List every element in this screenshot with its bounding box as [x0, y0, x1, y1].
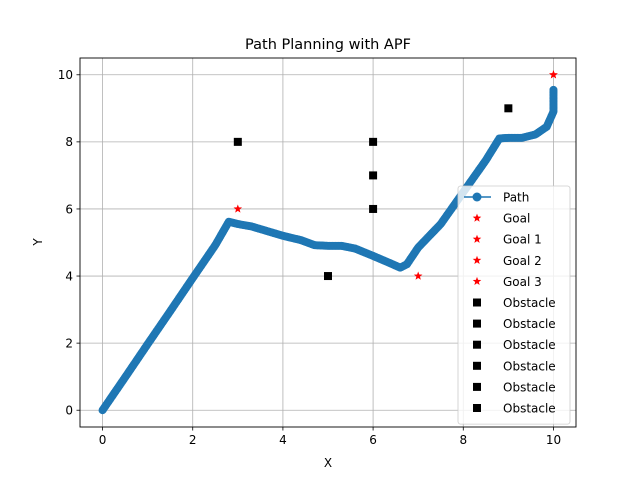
y-axis-label: Y	[31, 238, 45, 247]
legend-label: Goal	[503, 212, 530, 226]
legend-box	[457, 185, 571, 425]
legend-label: Goal 1	[503, 233, 542, 247]
plot-frame	[79, 57, 577, 428]
legend-obstacle-marker	[473, 382, 481, 391]
obstacle-marker	[369, 204, 378, 213]
legend-label: Obstacle	[503, 338, 556, 352]
y-tick-label: 0	[65, 404, 73, 418]
legend-goal-marker	[472, 213, 482, 222]
y-tick-label: 8	[65, 135, 73, 149]
x-tick-label: 8	[459, 433, 467, 447]
legend-obstacle-marker	[473, 361, 481, 370]
goal-marker	[413, 271, 423, 280]
obstacle-marker	[369, 137, 378, 146]
x-tick-label: 0	[99, 433, 107, 447]
legend-label: Goal 2	[503, 254, 542, 268]
axis-ticks: 0 2 4 6 8 10 0 2 4 6 8 10	[58, 68, 561, 447]
legend-goal-marker	[472, 276, 482, 286]
legend: Path Goal Goal 1 Goal 2 Goal 3 Obstacle Obstac…	[457, 185, 571, 425]
legend-label: Obstacle	[503, 317, 556, 331]
legend-label: Goal 3	[503, 275, 542, 289]
legend-obstacle-marker	[473, 319, 481, 328]
legend-obstacle-marker	[473, 404, 481, 412]
path-point	[549, 85, 558, 94]
obstacle-marker	[369, 171, 378, 180]
chart-title: Path Planning with APF	[245, 37, 411, 53]
goal-marker	[233, 204, 243, 213]
obstacle-marker	[504, 104, 513, 113]
markers	[233, 70, 558, 281]
legend-obstacle-marker	[473, 298, 481, 307]
legend-label: Path	[503, 191, 529, 205]
goal-marker	[549, 70, 558, 79]
legend-obstacle-marker	[473, 340, 481, 349]
obstacle-marker	[233, 137, 242, 146]
legend-goal-marker	[472, 234, 482, 243]
path-series	[98, 85, 558, 415]
y-tick-label: 2	[65, 336, 73, 350]
y-tick-label: 4	[65, 269, 73, 283]
y-tick-label: 10	[58, 68, 73, 82]
y-tick-label: 6	[65, 202, 73, 216]
legend-label: Obstacle	[503, 296, 556, 310]
x-tick-label: 2	[189, 433, 197, 447]
x-tick-label: 4	[279, 433, 287, 447]
legend-label: Obstacle	[503, 359, 556, 373]
x-tick-label: 10	[546, 433, 561, 447]
legend-path-marker	[472, 192, 482, 202]
legend-goal-marker	[472, 255, 482, 264]
obstacle-marker	[324, 272, 332, 281]
legend-label: Obstacle	[503, 402, 556, 416]
x-axis-label: X	[324, 456, 332, 470]
legend-label: Obstacle	[503, 380, 556, 394]
x-tick-label: 6	[369, 433, 377, 447]
